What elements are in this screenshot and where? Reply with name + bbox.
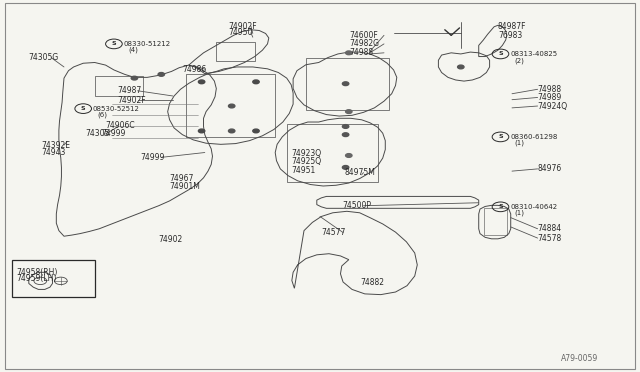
Text: (2): (2) bbox=[515, 57, 524, 64]
Circle shape bbox=[253, 80, 259, 84]
Text: 74982G: 74982G bbox=[349, 39, 380, 48]
Circle shape bbox=[198, 80, 205, 84]
Text: 74999: 74999 bbox=[141, 153, 165, 162]
Circle shape bbox=[198, 129, 205, 133]
Text: 74500P: 74500P bbox=[342, 201, 371, 210]
Text: S: S bbox=[498, 204, 503, 209]
Text: 08530-52512: 08530-52512 bbox=[93, 106, 140, 112]
Bar bbox=[12, 260, 95, 297]
Text: 84976: 84976 bbox=[538, 164, 562, 173]
Text: 74906C: 74906C bbox=[106, 121, 135, 130]
Text: S: S bbox=[81, 106, 86, 111]
Circle shape bbox=[342, 125, 349, 128]
Circle shape bbox=[346, 51, 352, 55]
Text: 74902F: 74902F bbox=[228, 22, 257, 31]
Text: 74392E: 74392E bbox=[42, 141, 70, 150]
Circle shape bbox=[458, 65, 464, 69]
Circle shape bbox=[158, 73, 164, 76]
Text: 74986: 74986 bbox=[182, 65, 207, 74]
Text: 74988: 74988 bbox=[538, 85, 562, 94]
Text: 74884: 74884 bbox=[538, 224, 562, 233]
Text: 74967: 74967 bbox=[170, 174, 194, 183]
Circle shape bbox=[346, 110, 352, 113]
Circle shape bbox=[253, 129, 259, 133]
Text: 74902: 74902 bbox=[159, 235, 183, 244]
Text: 74943: 74943 bbox=[42, 148, 66, 157]
Bar bbox=[186, 74, 275, 137]
Text: (1): (1) bbox=[515, 140, 525, 147]
Text: 74988: 74988 bbox=[349, 48, 374, 57]
Text: 08330-51212: 08330-51212 bbox=[124, 41, 171, 47]
Circle shape bbox=[228, 129, 235, 133]
Text: 84975M: 84975M bbox=[344, 168, 375, 177]
Text: 74901M: 74901M bbox=[170, 182, 200, 190]
Circle shape bbox=[131, 76, 138, 80]
Text: 74950: 74950 bbox=[228, 28, 252, 37]
Text: 74989: 74989 bbox=[538, 93, 562, 102]
Text: 84987F: 84987F bbox=[498, 22, 527, 31]
Text: 08360-61298: 08360-61298 bbox=[510, 134, 557, 140]
Text: 74305G: 74305G bbox=[29, 53, 59, 62]
Bar bbox=[306, 58, 389, 110]
Text: 74999: 74999 bbox=[101, 129, 125, 138]
Bar bbox=[287, 124, 378, 182]
Text: 74959(LH): 74959(LH) bbox=[16, 275, 56, 283]
Text: S: S bbox=[498, 51, 503, 57]
Circle shape bbox=[228, 104, 235, 108]
Text: 08313-40825: 08313-40825 bbox=[510, 51, 557, 57]
Text: 76983: 76983 bbox=[498, 31, 522, 40]
Text: 74958(RH): 74958(RH) bbox=[16, 268, 58, 277]
Text: A79-0059: A79-0059 bbox=[561, 355, 598, 363]
Text: 74923Q: 74923Q bbox=[291, 149, 321, 158]
Text: 74951: 74951 bbox=[291, 166, 316, 174]
Text: S: S bbox=[498, 134, 503, 140]
Text: (1): (1) bbox=[515, 210, 525, 217]
Text: 74902F: 74902F bbox=[117, 96, 146, 105]
Text: 08310-40642: 08310-40642 bbox=[510, 204, 557, 210]
Text: 74882: 74882 bbox=[360, 278, 384, 287]
Text: 74305: 74305 bbox=[85, 129, 109, 138]
Text: 74925Q: 74925Q bbox=[291, 157, 321, 166]
Bar bbox=[484, 208, 507, 235]
Text: (6): (6) bbox=[97, 112, 108, 118]
Bar bbox=[95, 76, 143, 96]
Text: 74924Q: 74924Q bbox=[538, 102, 568, 110]
Text: 74577: 74577 bbox=[321, 228, 346, 237]
Circle shape bbox=[342, 166, 349, 169]
Circle shape bbox=[342, 133, 349, 137]
Text: 74600F: 74600F bbox=[349, 31, 378, 40]
Circle shape bbox=[346, 154, 352, 157]
Text: 74578: 74578 bbox=[538, 234, 562, 243]
Text: (4): (4) bbox=[128, 47, 138, 54]
Text: S: S bbox=[111, 41, 116, 46]
Text: 74987: 74987 bbox=[117, 86, 141, 95]
Bar bbox=[216, 42, 255, 61]
Circle shape bbox=[342, 82, 349, 86]
